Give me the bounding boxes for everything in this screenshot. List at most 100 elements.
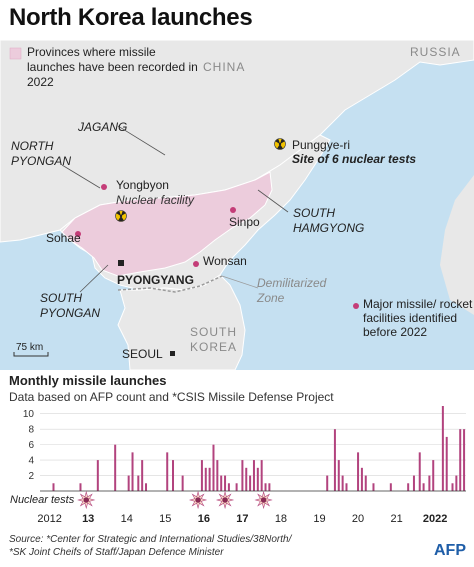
y-tick-label: 4 <box>28 456 34 467</box>
nuclear-test-icon <box>188 490 208 510</box>
bar <box>224 475 227 491</box>
province-legend-text: Provinces where missile launches have be… <box>27 45 198 89</box>
bar <box>418 452 421 491</box>
bar <box>341 475 344 491</box>
y-tick-label: 2 <box>28 471 34 482</box>
bar <box>245 467 248 491</box>
bar <box>212 444 215 491</box>
x-tick-label: 14 <box>121 513 133 525</box>
bar <box>333 429 336 491</box>
bar <box>256 467 259 491</box>
bar <box>455 475 458 491</box>
chart-subtitle: Data based on AFP count and *CSIS Missil… <box>9 390 334 404</box>
punggye-nuclear-icon <box>274 138 286 150</box>
jagang-leader <box>117 125 166 156</box>
bar <box>364 475 367 491</box>
bar <box>357 452 360 491</box>
bar <box>360 467 363 491</box>
bar <box>52 483 55 491</box>
pyongyang-marker <box>118 260 124 266</box>
bar <box>172 460 175 491</box>
bar <box>441 406 444 491</box>
bar <box>96 460 99 491</box>
bar <box>127 475 130 491</box>
scale-bar <box>13 352 49 357</box>
bar <box>131 452 134 491</box>
bar <box>208 467 211 491</box>
bar <box>235 483 238 491</box>
china-label: CHINA <box>203 60 246 74</box>
bar <box>227 483 230 491</box>
bar <box>220 475 223 491</box>
source-line-1: Source: *Center for Strategic and Intern… <box>9 534 292 545</box>
bar <box>181 475 184 491</box>
bar <box>249 475 252 491</box>
chart-title: Monthly missile launches <box>9 373 167 388</box>
x-tick-label: 18 <box>275 513 287 525</box>
dmz-leader <box>221 275 259 289</box>
scale-label: 75 km <box>16 342 44 353</box>
bar <box>79 483 82 491</box>
x-tick-label: 17 <box>236 513 248 525</box>
nuclear-test-icon <box>77 490 96 510</box>
nuclear-tests-label: Nuclear tests <box>10 494 75 506</box>
x-tick-label: 16 <box>198 513 210 525</box>
korea-map <box>0 40 474 370</box>
facility-legend-marker <box>353 303 359 309</box>
bar <box>345 483 348 491</box>
bar <box>260 460 263 491</box>
x-tick-label: 21 <box>390 513 402 525</box>
x-tick-label: 2012 <box>37 513 61 525</box>
japan-land <box>440 175 474 315</box>
south-pyongan-label: SOUTH PYONGAN <box>40 291 101 320</box>
x-tick-label: 15 <box>159 513 171 525</box>
bar <box>445 436 448 491</box>
pyongyang-label: PYONGYANG <box>117 273 194 287</box>
yongbyon-note: Nuclear facility <box>116 193 195 207</box>
source-line-2: *SK Joint Cheifs of Staff/Japan Defence … <box>9 547 224 558</box>
dmz-label: Demilitarized Zone <box>257 276 327 305</box>
dmz-line <box>117 275 223 293</box>
x-tick-label: 19 <box>313 513 325 525</box>
bar <box>428 475 431 491</box>
bar <box>432 460 435 491</box>
provinces-2022-launches <box>61 171 273 277</box>
x-tick-label: 2022 <box>423 513 447 525</box>
punggye-note: Site of 6 nuclear tests <box>292 152 417 166</box>
facility-legend-text: Major missile/ rocket facilities identif… <box>363 297 473 339</box>
bar <box>422 483 425 491</box>
north-pyongan-label: NORTH PYONGAN <box>11 139 72 168</box>
punggye-label: Punggye-ri <box>292 138 351 152</box>
seoul-label: SEOUL <box>122 347 163 361</box>
south-korea-land <box>117 274 246 370</box>
sinpo-label: Sinpo <box>229 215 260 229</box>
sohae-label: Sohae <box>46 231 81 245</box>
sinpo-marker <box>230 207 236 213</box>
y-tick-label: 10 <box>23 409 35 420</box>
bar <box>216 460 219 491</box>
wonsan-label: Wonsan <box>203 254 247 268</box>
bar <box>463 429 466 491</box>
province-legend-swatch <box>9 47 22 60</box>
bar <box>114 444 117 491</box>
x-tick-label: 20 <box>352 513 364 525</box>
yongbyon-marker <box>101 184 107 190</box>
wonsan-marker <box>193 261 199 267</box>
russia-label: RUSSIA <box>410 45 461 59</box>
nuclear-test-icon <box>215 490 235 510</box>
bar <box>141 460 144 491</box>
bar <box>326 475 329 491</box>
yongbyon-nuclear-icon <box>115 210 127 222</box>
south-hamgyong-label: SOUTH HAMGYONG <box>293 206 365 235</box>
source-note: Source: *Center for Strategic and Intern… <box>9 533 291 559</box>
bar <box>337 460 340 491</box>
sohae-marker <box>75 231 81 237</box>
nuclear-test-icon <box>254 490 273 510</box>
south-korea-label: SOUTH KOREA <box>190 325 238 354</box>
bar <box>389 483 392 491</box>
bar <box>264 483 267 491</box>
north-pyongan-leader <box>61 164 101 189</box>
bar <box>241 460 244 491</box>
